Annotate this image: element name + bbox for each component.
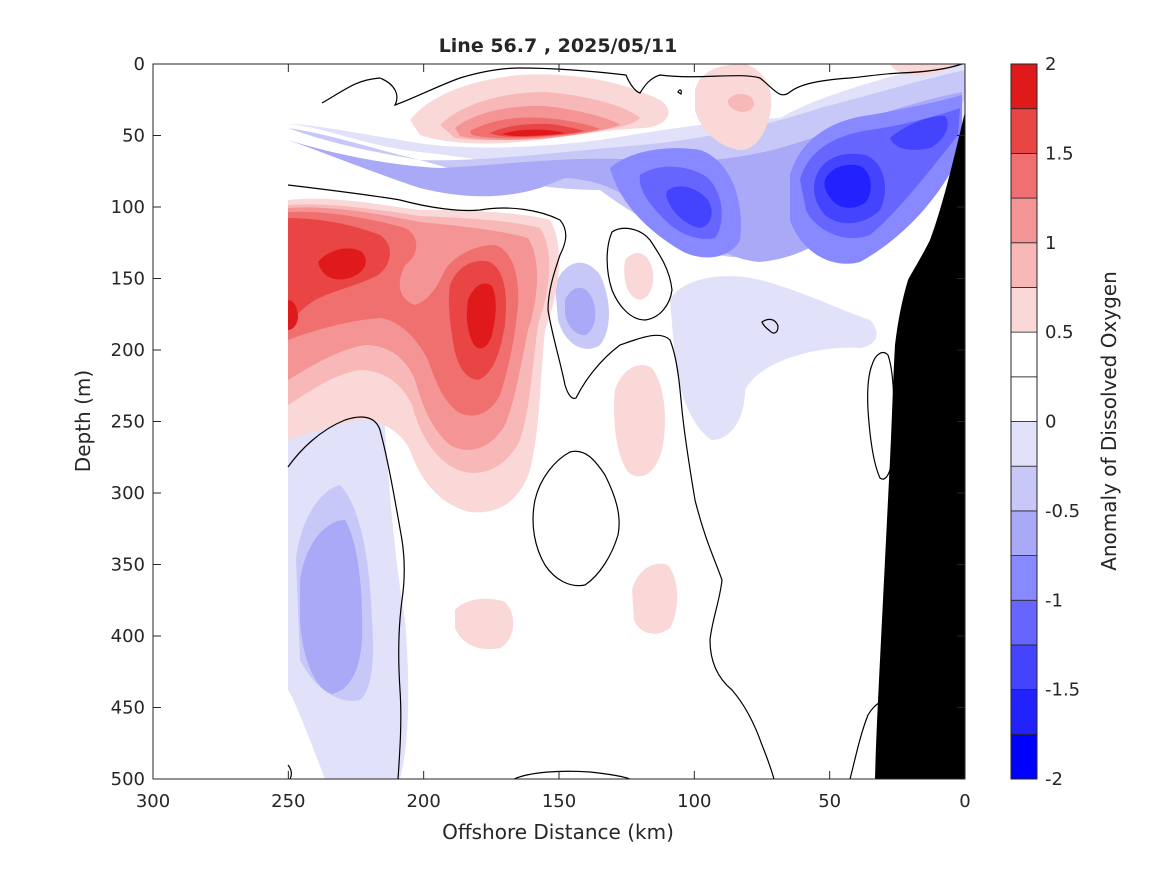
colorbar-swatch (1010, 555, 1038, 601)
plot-area (152, 63, 966, 780)
y-tick-label: 300 (111, 483, 145, 504)
contour-line (287, 416, 405, 780)
colorbar-tick-label: 0.5 (1045, 322, 1074, 343)
contour-line (321, 63, 963, 107)
high-small-3 (632, 563, 678, 634)
contour-line (606, 227, 673, 321)
contour-line (532, 450, 620, 587)
chart-title: Line 56.7 , 2025/05/11 (439, 35, 678, 57)
colorbar-swatch (1010, 421, 1038, 467)
contour-line (287, 184, 775, 780)
high-sub-6b (466, 283, 496, 349)
colorbar-swatch (1010, 644, 1038, 691)
high-sub-edge (288, 300, 298, 330)
zero-contours (287, 63, 963, 780)
low-core-b-4 (824, 164, 871, 208)
colorbar-swatch (1010, 63, 1038, 110)
anomaly-fields (288, 64, 965, 779)
colorbar-tick-label: -1.5 (1045, 680, 1080, 701)
x-tick-label: 100 (677, 791, 711, 812)
high-sub-6 (318, 248, 366, 280)
y-axis: 0 50 100 150 200 250 300 350 400 450 500 (111, 54, 965, 790)
colorbar-swatch (1010, 108, 1038, 154)
low-deep-inner (300, 520, 363, 694)
x-tick-label: 300 (136, 791, 170, 812)
colorbar-label: Anomaly of Dissolved Oxygen (1097, 271, 1121, 571)
colorbar-swatch (1010, 599, 1038, 646)
high-surface-6 (502, 129, 565, 136)
colorbar-tick-label: -0.5 (1045, 501, 1080, 522)
high-small-4 (455, 598, 514, 650)
colorbar-tick-label: 1 (1045, 233, 1056, 254)
y-tick-label: 0 (134, 54, 145, 75)
colorbar-swatch (1010, 510, 1038, 556)
contour-line (287, 764, 292, 780)
x-tick-label: 200 (406, 791, 440, 812)
x-tick-label: 250 (271, 791, 305, 812)
colorbar-swatch (1010, 331, 1038, 378)
colorbar-swatch (1010, 689, 1038, 735)
y-tick-label: 500 (111, 769, 145, 790)
y-tick-label: 450 (111, 698, 145, 719)
colorbar-swatch (1010, 733, 1038, 780)
colorbar-swatch (1010, 465, 1038, 512)
seafloor-bathymetry (875, 112, 965, 779)
y-tick-label: 350 (111, 555, 145, 576)
y-axis-label: Depth (m) (71, 370, 95, 472)
low-core-a-3 (666, 186, 712, 228)
colorbar-frame (1010, 63, 1038, 780)
contour-line (677, 89, 682, 95)
y-tick-label: 200 (111, 340, 145, 361)
colorbar-tick-label: 0 (1045, 412, 1056, 433)
colorbar-tick-label: 1.5 (1045, 143, 1074, 164)
y-tick-label: 250 (111, 412, 145, 433)
colorbar: 2 1.5 1 0.5 0 -0.5 -1 -1.5 -2 (1010, 54, 1080, 790)
low-core-c-1 (890, 115, 948, 150)
low-band-lower (670, 276, 877, 440)
colorbar-tick-label: -2 (1045, 769, 1063, 790)
x-tick-label: 50 (818, 791, 841, 812)
colorbar-tick-label: -1 (1045, 590, 1063, 611)
x-tick-label: 0 (959, 791, 970, 812)
y-tick-label: 150 (111, 269, 145, 290)
x-axis-label: Offshore Distance (km) (442, 820, 674, 844)
x-axis: 300 250 200 150 100 50 0 (136, 64, 971, 812)
contour-line (513, 770, 631, 780)
colorbar-swatch (1010, 197, 1038, 244)
high-surface-small-2 (727, 94, 754, 112)
colorbar-tick-label: 2 (1045, 54, 1056, 75)
high-small-2 (614, 364, 665, 477)
low-small-1b (565, 287, 596, 336)
colorbar-swatch (1010, 152, 1038, 199)
colorbar-swatch (1010, 287, 1038, 333)
high-small-1 (624, 253, 654, 300)
contour-line (761, 318, 779, 334)
y-tick-label: 100 (111, 197, 145, 218)
colorbar-swatch (1010, 242, 1038, 288)
y-tick-label: 400 (111, 626, 145, 647)
colorbar-swatch (1010, 376, 1038, 422)
contour-line (867, 352, 895, 480)
contour-line (849, 701, 881, 780)
y-tick-label: 50 (122, 126, 145, 147)
x-tick-label: 150 (542, 791, 576, 812)
